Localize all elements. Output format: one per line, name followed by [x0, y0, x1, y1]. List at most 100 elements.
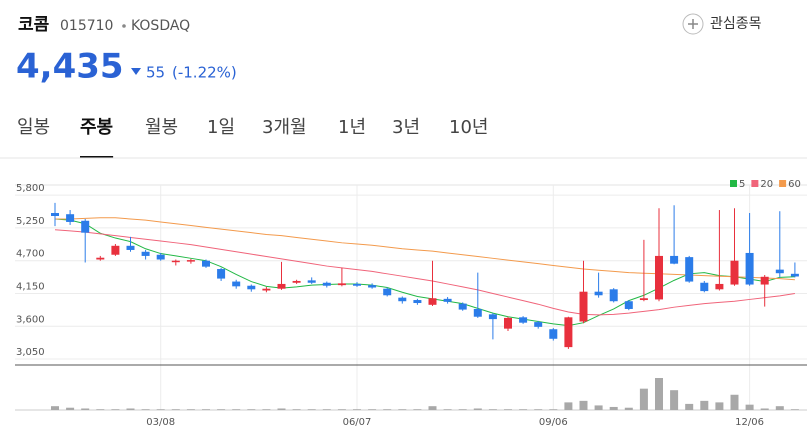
volume-bar — [398, 409, 407, 410]
volume-bar — [775, 406, 784, 410]
tab[interactable]: 10년 — [449, 117, 488, 138]
candle-body — [292, 280, 301, 283]
stock-code: 015710 — [60, 18, 113, 34]
volume-bar — [594, 405, 603, 410]
tab[interactable]: 1년 — [338, 117, 366, 138]
candle-body — [202, 260, 210, 267]
tab[interactable]: 월봉 — [145, 117, 178, 138]
tab[interactable]: 일봉 — [17, 117, 50, 138]
volume-bar — [156, 409, 165, 410]
plus-sign — [688, 19, 698, 29]
volume-bar — [473, 408, 482, 410]
volume-bar — [126, 408, 135, 410]
candle-body — [775, 269, 784, 274]
candle-body — [96, 257, 105, 260]
volume-bar — [624, 407, 633, 410]
candle-body — [458, 303, 467, 310]
volume-bar — [96, 409, 105, 410]
volume-bar — [141, 409, 150, 410]
tab[interactable]: 3개월 — [262, 117, 307, 138]
candle-body — [111, 245, 120, 255]
volume-bar — [368, 409, 377, 410]
volume-bar — [760, 408, 769, 410]
candle-body — [790, 273, 799, 277]
legend-swatch — [730, 180, 737, 187]
candle-body — [715, 283, 724, 290]
volume-bar — [81, 408, 90, 410]
volume-bar — [353, 409, 361, 410]
volume-bar — [247, 409, 256, 410]
candle-body — [624, 301, 633, 309]
moving-average — [55, 217, 795, 281]
change-pct: (-1.22%) — [172, 64, 237, 82]
candle-body — [655, 255, 663, 300]
down-arrow — [131, 68, 141, 75]
volume-bar — [413, 409, 422, 410]
x-tick-label: 09/06 — [539, 417, 568, 428]
legend-swatch — [779, 180, 787, 187]
legend-label: 5 — [739, 179, 745, 190]
candle-body — [639, 298, 648, 301]
tab[interactable]: 주봉 — [80, 117, 113, 138]
moving-average — [54, 229, 795, 316]
candle-body — [670, 255, 679, 264]
candle-body — [337, 283, 346, 286]
volume-bar — [262, 409, 271, 410]
volume-bar — [51, 406, 59, 410]
candle-body — [760, 276, 769, 285]
candle-body — [549, 329, 558, 339]
volume-bar — [66, 407, 75, 410]
candle-body — [428, 298, 437, 305]
tab[interactable]: 3년 — [392, 117, 420, 138]
candle-body — [171, 260, 180, 263]
legend-swatch — [751, 180, 759, 187]
volume-bar — [504, 409, 512, 410]
candle-body — [307, 280, 316, 283]
volume-bar — [519, 409, 528, 410]
candle-body — [186, 260, 195, 262]
volume-bar — [549, 409, 558, 410]
x-tick-label: 03/08 — [146, 417, 175, 428]
y-tick-label: 5,250 — [16, 216, 45, 227]
volume-bar — [655, 378, 663, 410]
plus-icon — [682, 13, 704, 35]
volume-bar — [111, 409, 120, 410]
x-tick-label: 06/07 — [343, 417, 372, 428]
volume-bar — [458, 409, 467, 410]
watch-button[interactable]: 관심종목 — [682, 13, 762, 35]
price: 4,435 — [16, 47, 124, 87]
volume-bar — [217, 409, 226, 410]
candle-body — [413, 300, 422, 304]
volume-bar — [730, 394, 739, 410]
candle-body — [247, 285, 256, 290]
candle-body — [398, 297, 407, 302]
volume-bar — [700, 400, 709, 410]
candle-body — [700, 282, 709, 292]
candle-body — [81, 220, 90, 233]
volume-bar — [322, 409, 331, 410]
candle-body — [594, 291, 603, 296]
volume-bar — [232, 409, 241, 410]
volume-bar — [171, 409, 180, 410]
volume-bar — [745, 404, 754, 410]
candle-body — [504, 317, 512, 329]
y-tick-label: 5,800 — [16, 183, 45, 194]
separator-dot — [122, 24, 126, 28]
candle-body — [277, 283, 286, 289]
candle-body — [534, 322, 543, 327]
y-tick-label: 4,700 — [16, 249, 45, 260]
volume-bar — [564, 402, 573, 410]
market: KOSDAQ — [131, 18, 190, 34]
tab[interactable]: 1일 — [207, 117, 235, 138]
x-tick-label: 12/06 — [735, 417, 764, 428]
volume-bar — [790, 409, 799, 410]
volume-bar — [685, 403, 694, 410]
y-tick-label: 4,150 — [16, 281, 45, 292]
volume-bar — [383, 409, 392, 410]
y-tick-label: 3,050 — [16, 347, 45, 358]
candle-body — [519, 317, 528, 323]
candle-body — [488, 314, 497, 320]
legend-label: 60 — [788, 179, 801, 190]
candle-body — [141, 251, 150, 256]
